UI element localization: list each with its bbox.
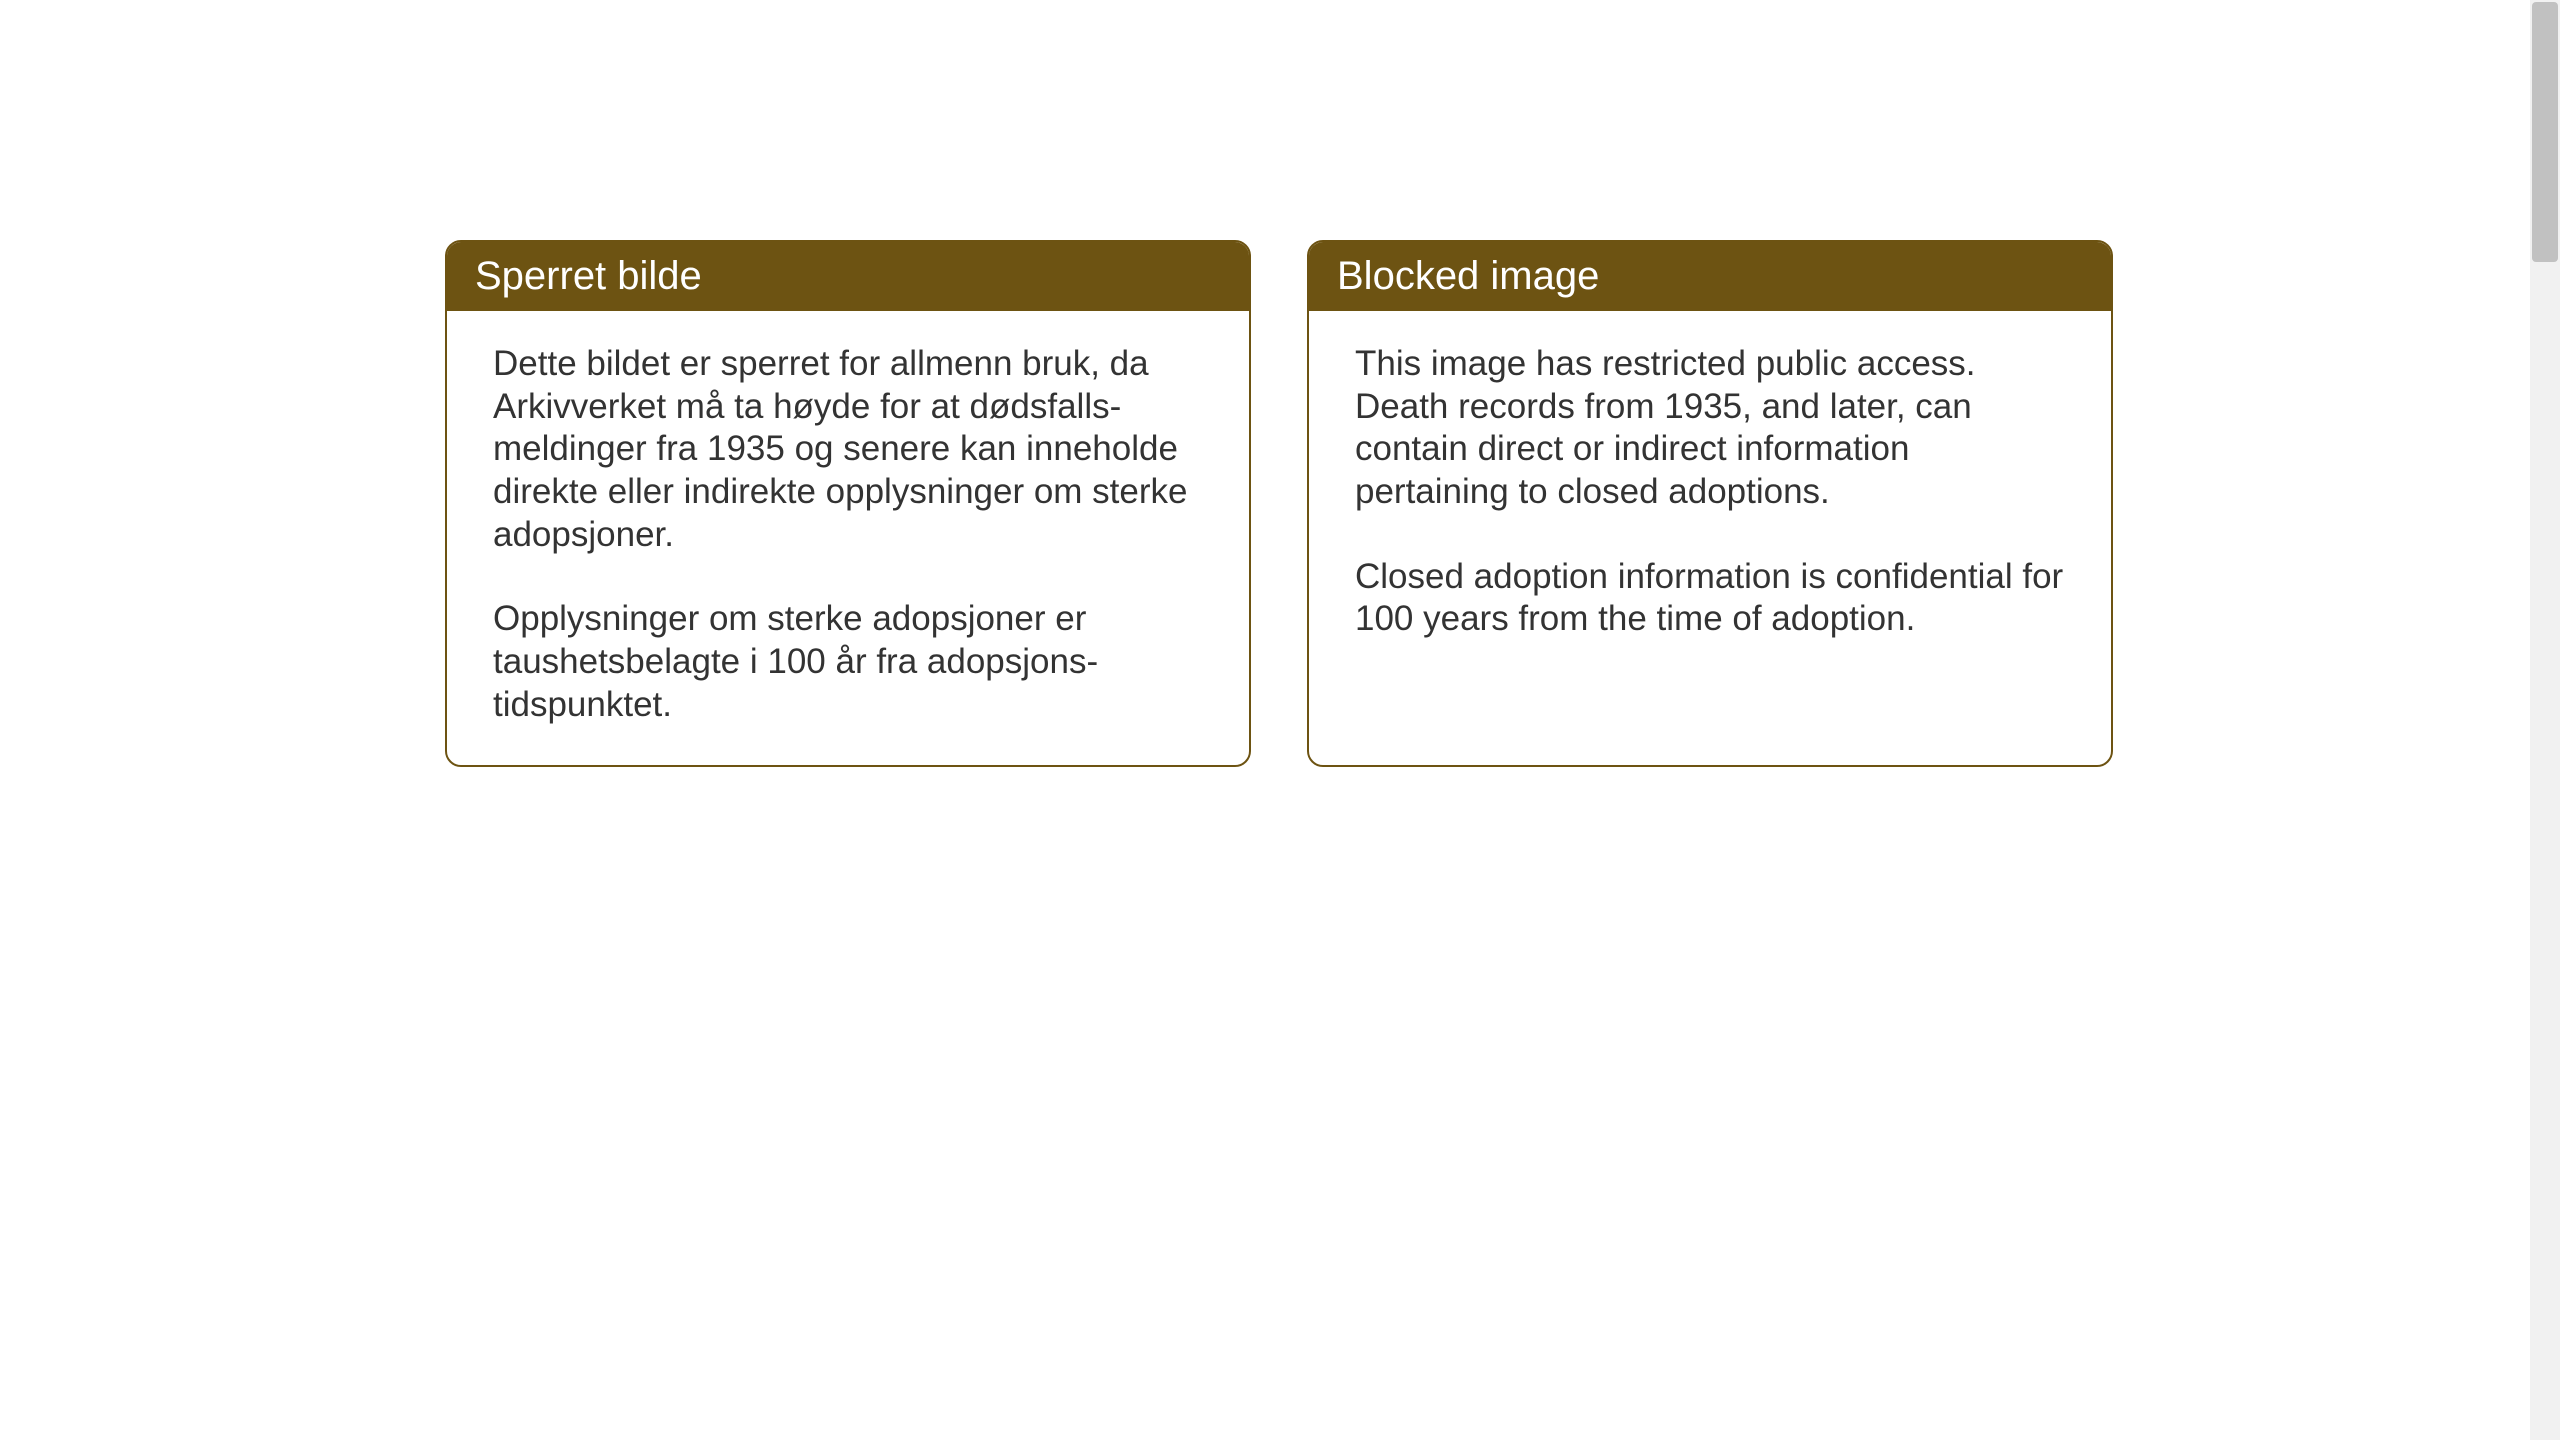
card-paragraph: Opplysninger om sterke adopsjoner er tau… bbox=[493, 598, 1203, 726]
card-norwegian: Sperret bilde Dette bildet er sperret fo… bbox=[445, 240, 1251, 767]
card-header-norwegian: Sperret bilde bbox=[447, 242, 1249, 311]
card-english: Blocked image This image has restricted … bbox=[1307, 240, 2113, 767]
cards-container: Sperret bilde Dette bildet er sperret fo… bbox=[445, 240, 2113, 767]
card-body-english: This image has restricted public access.… bbox=[1309, 311, 2111, 679]
card-body-norwegian: Dette bildet er sperret for allmenn bruk… bbox=[447, 311, 1249, 765]
scrollbar-thumb[interactable] bbox=[2532, 2, 2558, 262]
card-paragraph: Closed adoption information is confident… bbox=[1355, 556, 2065, 641]
scrollbar-track[interactable] bbox=[2530, 0, 2560, 1440]
card-header-english: Blocked image bbox=[1309, 242, 2111, 311]
card-paragraph: This image has restricted public access.… bbox=[1355, 343, 2065, 514]
card-paragraph: Dette bildet er sperret for allmenn bruk… bbox=[493, 343, 1203, 556]
